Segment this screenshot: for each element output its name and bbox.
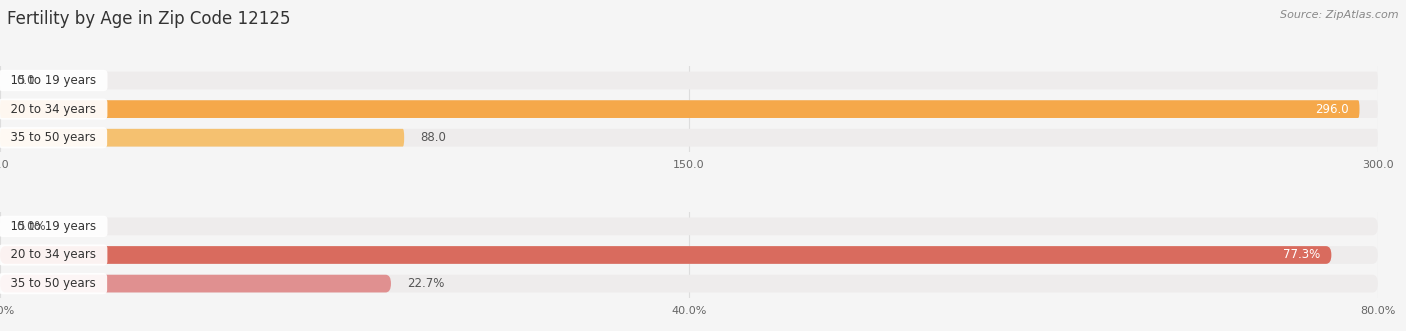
Text: 35 to 50 years: 35 to 50 years <box>3 131 103 144</box>
FancyBboxPatch shape <box>0 129 404 147</box>
FancyBboxPatch shape <box>0 71 1378 89</box>
FancyBboxPatch shape <box>0 100 1378 118</box>
Text: Source: ZipAtlas.com: Source: ZipAtlas.com <box>1281 10 1399 20</box>
FancyBboxPatch shape <box>0 246 1378 264</box>
Text: 15 to 19 years: 15 to 19 years <box>3 74 104 87</box>
Text: 20 to 34 years: 20 to 34 years <box>3 103 103 116</box>
FancyBboxPatch shape <box>0 246 1331 264</box>
Text: 20 to 34 years: 20 to 34 years <box>3 249 103 261</box>
FancyBboxPatch shape <box>0 275 1378 293</box>
FancyBboxPatch shape <box>0 129 1378 147</box>
Text: 15 to 19 years: 15 to 19 years <box>3 220 104 233</box>
Text: 35 to 50 years: 35 to 50 years <box>3 277 103 290</box>
Text: 22.7%: 22.7% <box>408 277 444 290</box>
FancyBboxPatch shape <box>0 217 1378 235</box>
Text: 77.3%: 77.3% <box>1284 249 1320 261</box>
Text: Fertility by Age in Zip Code 12125: Fertility by Age in Zip Code 12125 <box>7 10 291 28</box>
Text: 0.0%: 0.0% <box>17 220 46 233</box>
FancyBboxPatch shape <box>0 275 391 293</box>
Text: 0.0: 0.0 <box>17 74 35 87</box>
Text: 88.0: 88.0 <box>420 131 447 144</box>
FancyBboxPatch shape <box>0 100 1360 118</box>
Text: 296.0: 296.0 <box>1315 103 1348 116</box>
